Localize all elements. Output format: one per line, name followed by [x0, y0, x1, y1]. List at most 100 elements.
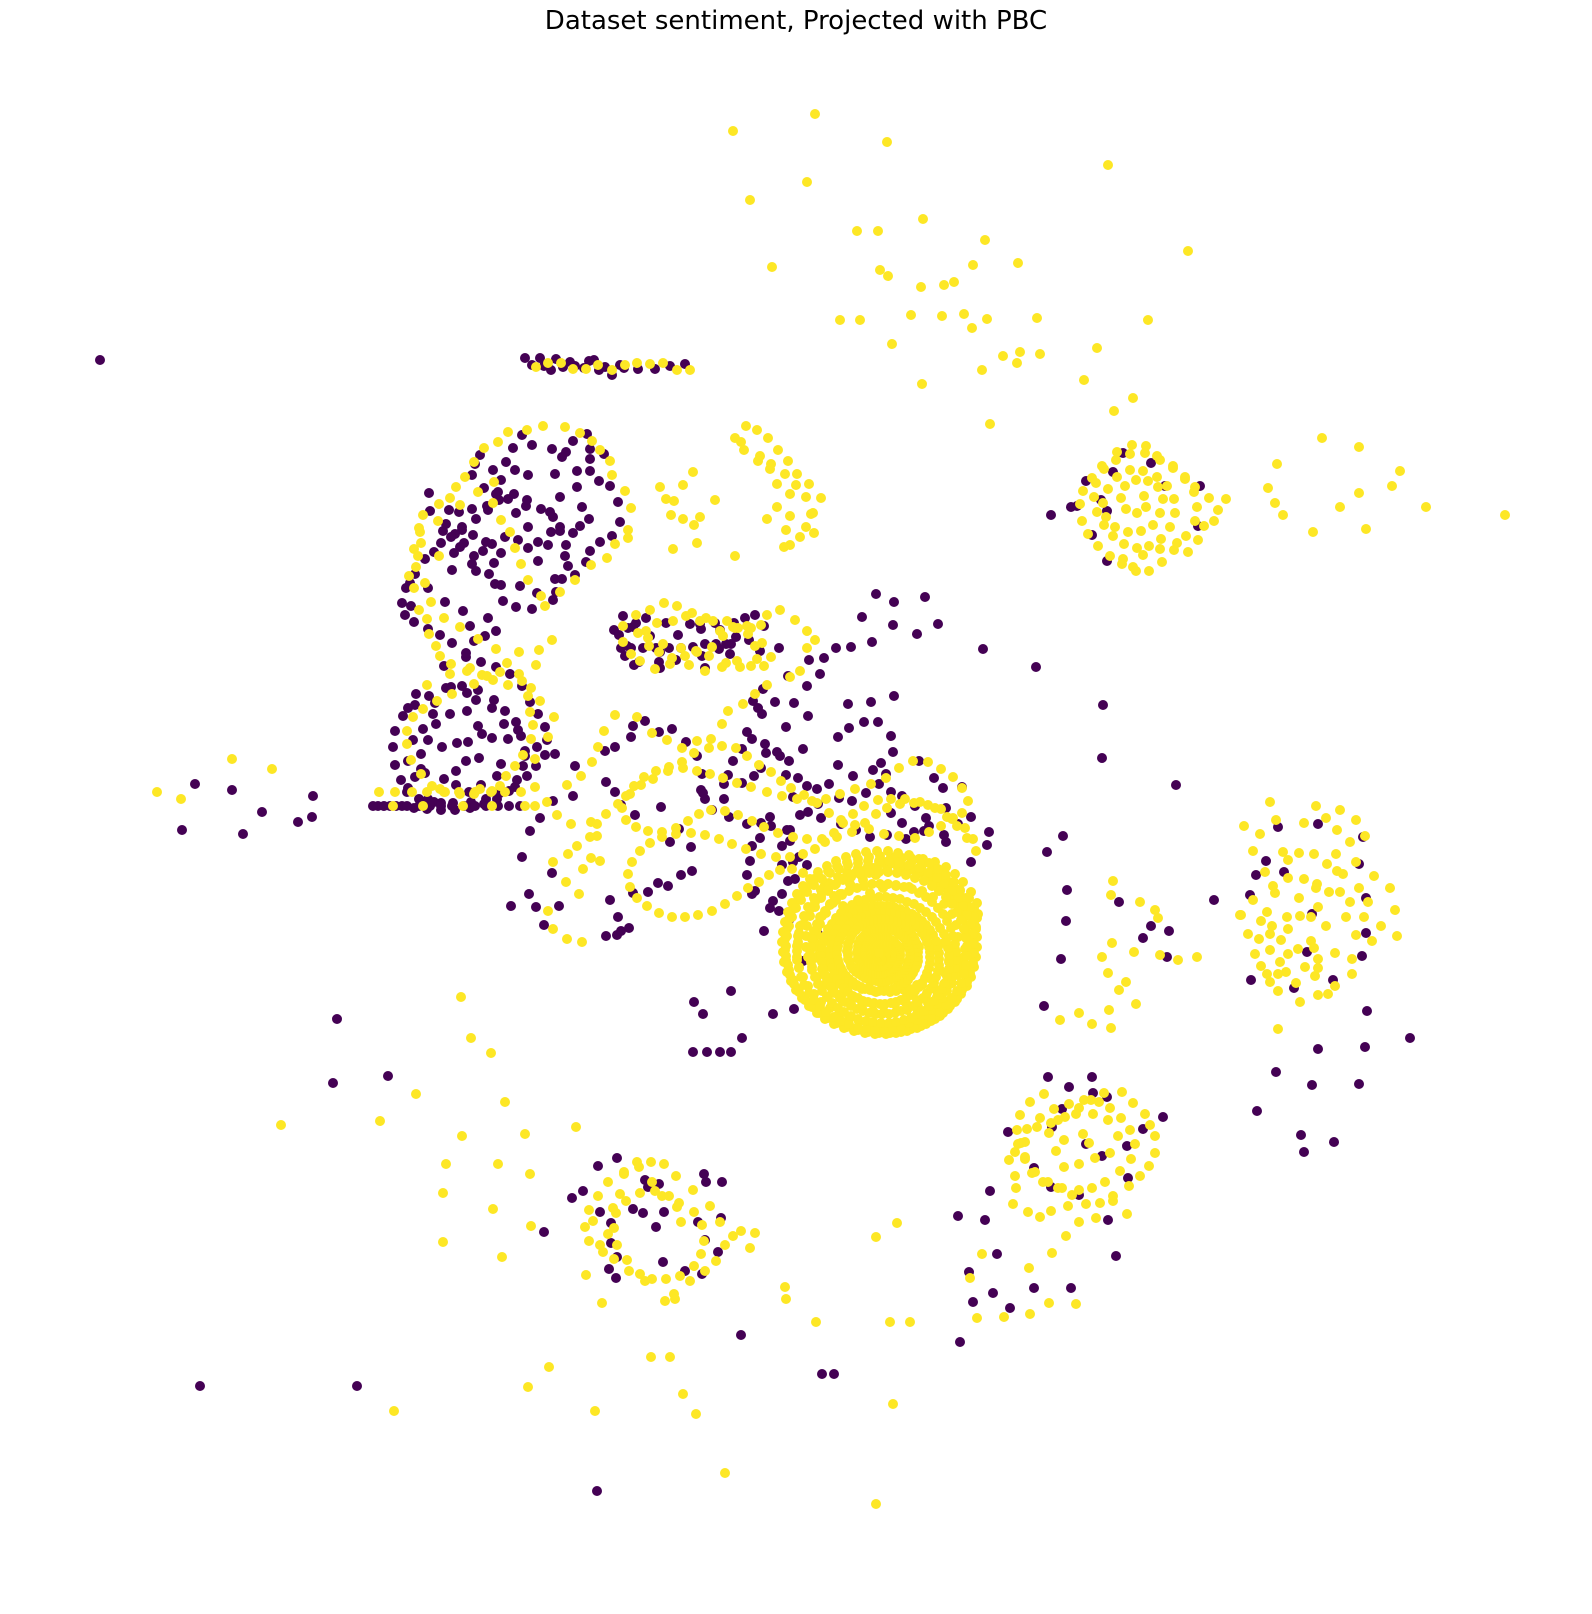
scatter-point: [467, 504, 477, 514]
scatter-point: [685, 1276, 695, 1286]
scatter-point: [523, 691, 533, 701]
scatter-point: [1039, 1089, 1049, 1099]
scatter-point: [871, 809, 881, 819]
scatter-point: [1273, 969, 1283, 979]
scatter-point: [470, 801, 480, 811]
scatter-point: [792, 794, 802, 804]
scatter-point: [692, 538, 702, 548]
scatter-point: [711, 1256, 721, 1266]
scatter-point: [1251, 870, 1261, 880]
scatter-point: [1053, 1115, 1063, 1125]
scatter-point: [1254, 934, 1264, 944]
scatter-point: [416, 749, 426, 759]
scatter-point: [625, 882, 635, 892]
scatter-point: [941, 892, 951, 902]
scatter-point: [831, 856, 841, 866]
scatter-point: [501, 771, 511, 781]
scatter-point: [875, 265, 885, 275]
scatter-point: [471, 514, 481, 524]
scatter-point: [894, 858, 904, 868]
scatter-point: [1335, 887, 1345, 897]
series-class-1: [152, 109, 1510, 1509]
scatter-point: [629, 781, 639, 791]
scatter-point: [1335, 502, 1345, 512]
scatter-point: [675, 1271, 685, 1281]
scatter-point: [702, 1047, 712, 1057]
scatter-point: [866, 779, 876, 789]
scatter-point: [759, 661, 769, 671]
scatter-point: [431, 641, 441, 651]
scatter-point: [1024, 1263, 1034, 1273]
scatter-point: [1313, 954, 1323, 964]
scatter-point: [1421, 502, 1431, 512]
scatter-point: [1023, 1207, 1033, 1217]
scatter-point: [965, 1273, 975, 1283]
scatter-point: [523, 522, 533, 532]
scatter-point: [838, 818, 848, 828]
scatter-point: [1183, 246, 1193, 256]
scatter-point: [493, 437, 503, 447]
scatter-point: [643, 826, 653, 836]
scatter-point: [698, 788, 708, 798]
scatter-point: [794, 928, 804, 938]
scatter-point: [843, 860, 853, 870]
scatter-point: [647, 1177, 657, 1187]
scatter-point: [463, 737, 473, 747]
scatter-point: [1192, 502, 1202, 512]
scatter-point: [668, 544, 678, 554]
scatter-point: [678, 514, 688, 524]
scatter-point: [449, 548, 459, 558]
scatter-point: [1330, 981, 1340, 991]
scatter-point: [496, 548, 506, 558]
scatter-point: [626, 649, 636, 659]
scatter-point: [524, 889, 534, 899]
scatter-point: [1270, 888, 1280, 898]
scatter-point: [439, 774, 449, 784]
scatter-point: [1189, 487, 1199, 497]
scatter-point: [550, 469, 560, 479]
scatter-point: [1107, 938, 1117, 948]
scatter-point: [1157, 557, 1167, 567]
scatter-point: [488, 465, 498, 475]
scatter-point: [616, 926, 626, 936]
scatter-point: [718, 773, 728, 783]
scatter-point: [621, 791, 631, 801]
scatter-point: [491, 644, 501, 654]
scatter-point: [1109, 406, 1119, 416]
scatter-point: [1140, 1109, 1150, 1119]
scatter-point: [752, 425, 762, 435]
scatter-point: [1043, 1177, 1053, 1187]
scatter-point: [697, 1220, 707, 1230]
scatter-point: [659, 1159, 669, 1169]
scatter-point: [886, 794, 896, 804]
scatter-point: [1131, 475, 1141, 485]
scatter-point: [547, 444, 557, 454]
scatter-point: [568, 528, 578, 538]
scatter-point: [599, 726, 609, 736]
scatter-point: [477, 729, 487, 739]
scatter-point: [959, 924, 969, 934]
scatter-point: [859, 801, 869, 811]
scatter-point: [1354, 442, 1364, 452]
scatter-point: [907, 884, 917, 894]
scatter-point: [635, 656, 645, 666]
scatter-point: [742, 751, 752, 761]
scatter-point: [876, 758, 886, 768]
scatter-point: [1171, 780, 1181, 790]
scatter-point: [635, 1269, 645, 1279]
scatter-point: [457, 1131, 467, 1141]
scatter-point: [811, 1317, 821, 1327]
scatter-point: [888, 1399, 898, 1409]
scatter-point: [554, 901, 564, 911]
scatter-point: [1155, 455, 1165, 465]
scatter-point: [707, 906, 717, 916]
scatter-point: [1165, 522, 1175, 532]
scatter-point: [1079, 375, 1089, 385]
scatter-point: [1156, 534, 1166, 544]
scatter-point: [1317, 433, 1327, 443]
scatter-point: [542, 797, 552, 807]
scatter-point: [867, 879, 877, 889]
scatter-point: [860, 818, 870, 828]
scatter-point: [1124, 1181, 1134, 1191]
